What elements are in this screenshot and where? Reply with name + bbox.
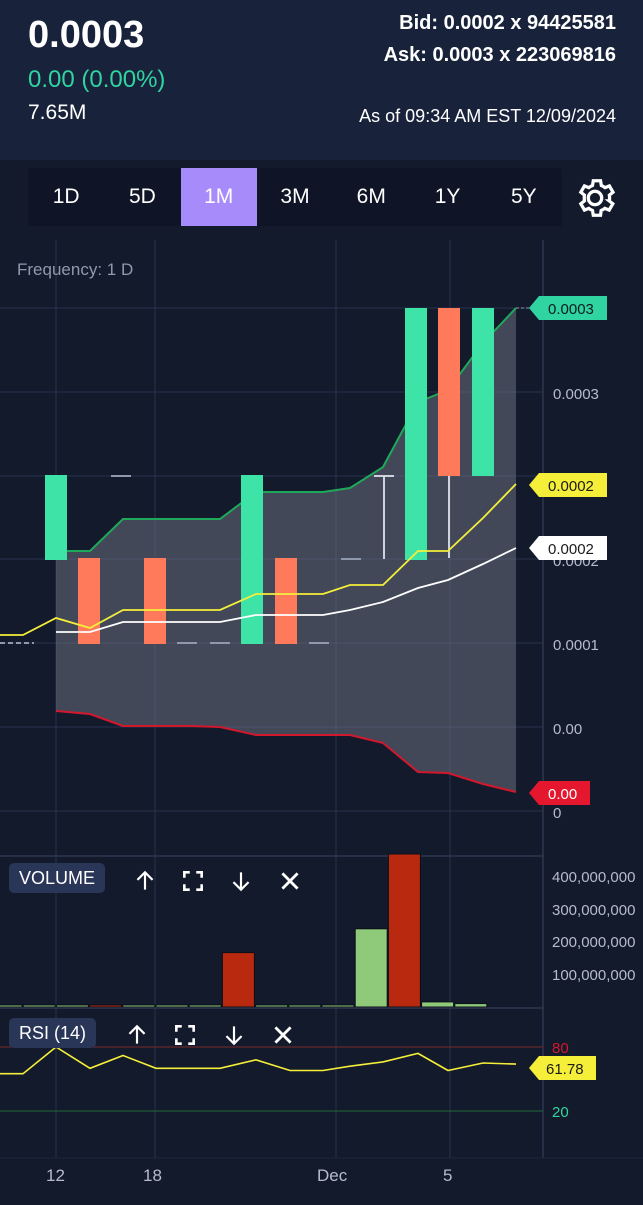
- price-tag-label: 0.0003: [548, 301, 594, 318]
- volume-bar: [55, 1004, 89, 1008]
- rsi-tick-20: 20: [552, 1104, 569, 1121]
- bollinger-lower-line: [55, 710, 517, 793]
- volume-bar: [321, 1004, 355, 1008]
- candle: [144, 558, 166, 644]
- price-tag-label: 0.0002: [548, 478, 594, 495]
- rsi-line: [0, 1046, 517, 1075]
- tab-3m[interactable]: 3M: [280, 185, 310, 208]
- price-tick: 0.0001: [553, 637, 599, 654]
- price-tag: [529, 781, 590, 805]
- volume-bar: [122, 1004, 156, 1008]
- rsi-value-label: 61.78: [546, 1061, 584, 1078]
- bid-quote: Bid: 0.0002 x 94425581: [399, 12, 616, 34]
- x-axis: 12 18 Dec 5: [46, 1166, 452, 1185]
- price-tag: [529, 296, 607, 320]
- volume-bars: [0, 853, 488, 1008]
- volume-tick: 100,000,000: [552, 967, 635, 984]
- volume-bar: [188, 1004, 222, 1008]
- volume-axis: 400,000,000 300,000,000 200,000,000 100,…: [552, 869, 635, 984]
- bollinger-band-fill: [56, 308, 516, 792]
- candle: [241, 475, 263, 644]
- volume-bar: [89, 1004, 123, 1008]
- candle: [472, 308, 494, 476]
- price-tick: 0.00: [553, 721, 582, 738]
- tab-1d[interactable]: 1D: [52, 185, 80, 208]
- close-icon[interactable]: [270, 1022, 296, 1048]
- volume-tick: 200,000,000: [552, 934, 635, 951]
- volume-tick: 300,000,000: [552, 902, 635, 919]
- candle: [405, 308, 427, 560]
- volume-bar: [421, 1001, 455, 1008]
- x-axis-tick: 5: [443, 1166, 452, 1185]
- close-icon[interactable]: [277, 868, 303, 894]
- frequency-label: Frequency: 1 D: [17, 260, 133, 279]
- chart-area[interactable]: Frequency: 1 D: [0, 240, 643, 1200]
- tab-6m[interactable]: 6M: [356, 185, 386, 208]
- arrow-down-icon[interactable]: [221, 1022, 247, 1048]
- price-tick: 0: [553, 805, 561, 822]
- price-tag: [529, 473, 607, 497]
- volume-label[interactable]: VOLUME: [9, 863, 106, 893]
- arrow-up-icon[interactable]: [124, 1022, 150, 1048]
- tab-1m[interactable]: 1M: [180, 168, 257, 226]
- tab-1y[interactable]: 1Y: [434, 185, 461, 208]
- rsi-label[interactable]: RSI (14): [9, 1018, 97, 1048]
- expand-icon[interactable]: [180, 868, 206, 894]
- volume-bar: [0, 1004, 23, 1008]
- tab-5d[interactable]: 5D: [128, 185, 156, 208]
- gear-icon[interactable]: [572, 175, 618, 221]
- volume-bar: [155, 1004, 189, 1008]
- candle: [275, 558, 297, 644]
- rsi-tick-80: 80: [552, 1040, 569, 1057]
- price-tag-label: 0.00: [548, 786, 577, 803]
- volume-bar: [387, 853, 421, 1008]
- time-range-selector: 1D 5D 1M 3M 6M 1Y 5Y: [28, 168, 562, 226]
- volume-value: 7.65M: [28, 101, 87, 124]
- moving-average-yellow: [0, 483, 517, 636]
- volume-bar: [255, 1004, 289, 1008]
- candle: [45, 475, 67, 560]
- volume-bar: [454, 1003, 488, 1008]
- volume-bar: [22, 1004, 56, 1008]
- arrow-up-icon[interactable]: [132, 868, 158, 894]
- quote-header: 0.0003 0.00 (0.00%) 7.65M Bid: 0.0002 x …: [0, 0, 643, 160]
- ask-quote: Ask: 0.0003 x 223069816: [383, 44, 616, 66]
- price-tag-label: 0.0002: [548, 541, 594, 558]
- x-axis-tick: 18: [143, 1166, 162, 1185]
- volume-bar: [288, 1004, 322, 1008]
- tab-5y[interactable]: 5Y: [510, 185, 537, 208]
- x-axis-tick: 12: [46, 1166, 65, 1185]
- as-of-timestamp: As of 09:34 AM EST 12/09/2024: [359, 106, 616, 126]
- price-axis: 0.0003 0.0002 0.0001 0.00 0: [553, 386, 599, 822]
- price-tick: 0.0003: [553, 386, 599, 403]
- volume-tick: 400,000,000: [552, 869, 635, 886]
- arrow-down-icon[interactable]: [228, 868, 254, 894]
- price-tags: 0.0003 0.0002 0.0002 0.00: [529, 296, 607, 805]
- rsi-value-tag: [529, 1056, 596, 1080]
- price-chart[interactable]: Frequency: 1 D: [0, 240, 643, 1200]
- expand-icon[interactable]: [172, 1022, 198, 1048]
- candle: [438, 308, 460, 476]
- volume-bar: [221, 952, 255, 1008]
- moving-average-white: [56, 547, 517, 633]
- candle: [78, 558, 100, 644]
- x-axis-tick: Dec: [317, 1166, 348, 1185]
- last-price: 0.0003: [28, 14, 145, 56]
- price-change: 0.00 (0.00%): [28, 66, 166, 93]
- price-tag: [529, 536, 607, 560]
- volume-bar: [354, 928, 388, 1008]
